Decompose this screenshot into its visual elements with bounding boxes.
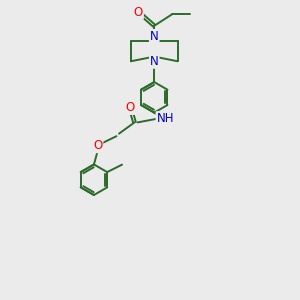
Text: O: O	[93, 139, 102, 152]
Text: N: N	[150, 55, 159, 68]
Text: O: O	[126, 101, 135, 114]
Text: NH: NH	[157, 112, 174, 125]
Text: O: O	[134, 5, 143, 19]
Text: N: N	[150, 30, 159, 43]
